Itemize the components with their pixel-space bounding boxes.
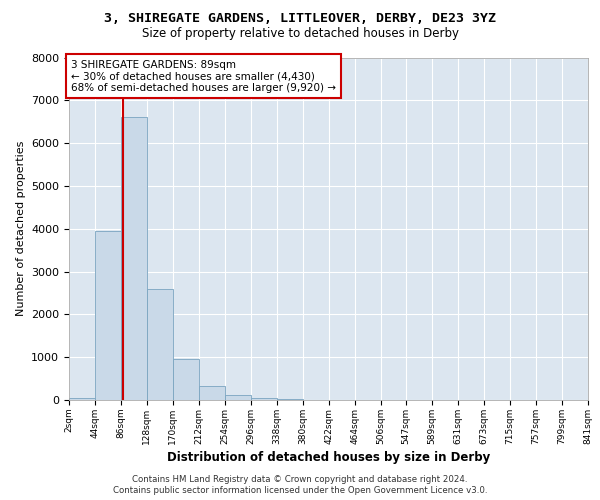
Bar (251, 398, 277, 400)
Text: 3 SHIREGATE GARDENS: 89sqm
← 30% of detached houses are smaller (4,430)
68% of s: 3 SHIREGATE GARDENS: 89sqm ← 30% of deta… (71, 60, 336, 93)
Bar (277, 398, 303, 400)
Text: Contains public sector information licensed under the Open Government Licence v3: Contains public sector information licen… (113, 486, 487, 495)
Text: 3, SHIREGATE GARDENS, LITTLEOVER, DERBY, DE23 3YZ: 3, SHIREGATE GARDENS, LITTLEOVER, DERBY,… (104, 12, 496, 26)
Bar (147, 288, 173, 400)
Text: Size of property relative to detached houses in Derby: Size of property relative to detached ho… (142, 28, 458, 40)
X-axis label: Distribution of detached houses by size in Derby: Distribution of detached houses by size … (167, 451, 490, 464)
Bar (95, 231, 121, 400)
Bar (173, 360, 199, 400)
Bar (199, 386, 225, 400)
Text: Contains HM Land Registry data © Crown copyright and database right 2024.: Contains HM Land Registry data © Crown c… (132, 475, 468, 484)
Y-axis label: Number of detached properties: Number of detached properties (16, 141, 26, 316)
Bar (69, 398, 95, 400)
Bar (225, 394, 251, 400)
Bar (121, 118, 147, 400)
